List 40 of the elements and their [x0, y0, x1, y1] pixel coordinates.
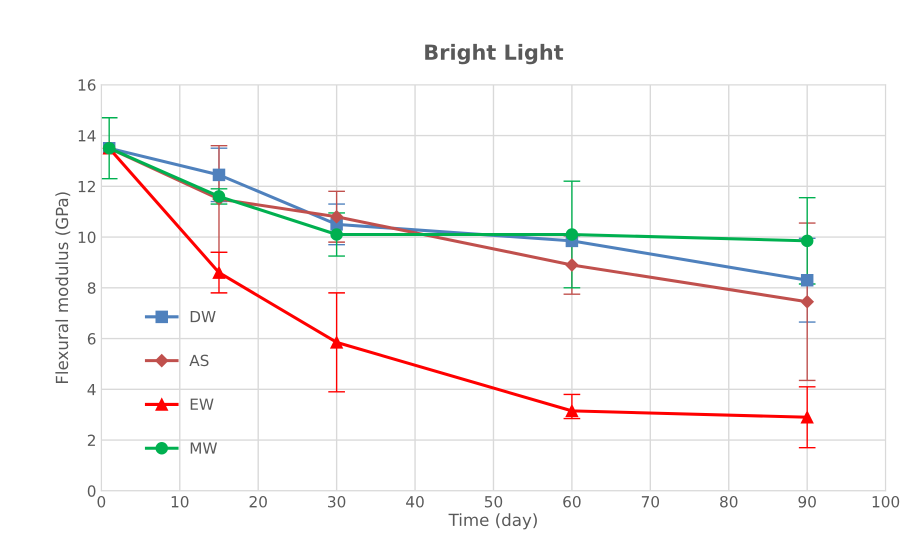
y-tick-label: 16 [78, 79, 96, 91]
y-tick-label: 8 [88, 282, 96, 294]
x-tick-label: 0 [97, 496, 106, 508]
legend-label: AS [189, 354, 209, 366]
x-tick-label: 60 [563, 496, 581, 508]
y-tick-label: 14 [78, 130, 96, 142]
point [330, 210, 344, 224]
y-tick-label: 4 [88, 384, 96, 396]
point [565, 258, 578, 272]
x-tick-label: 40 [406, 496, 424, 508]
y-tick-label: 10 [78, 232, 96, 244]
point [330, 336, 343, 349]
point [800, 274, 814, 286]
legend-label: MW [190, 442, 218, 454]
point [330, 228, 343, 241]
point [212, 190, 226, 203]
point [566, 404, 578, 418]
y-tick-label: 12 [78, 180, 95, 192]
legend-label: EW [190, 398, 214, 410]
x-tick-label: 50 [484, 496, 502, 508]
point [212, 266, 226, 279]
point [566, 228, 578, 241]
point [800, 410, 814, 424]
point [800, 234, 814, 248]
y-tick-label: 6 [88, 333, 96, 345]
point [212, 168, 226, 182]
y-axis-title: Flexural modulus (GPa) [55, 192, 70, 384]
x-tick-label: 90 [798, 496, 816, 508]
x-tick-label: 30 [328, 496, 346, 508]
x-axis-title: Time (day) [448, 513, 537, 530]
y-tick-label: 2 [88, 434, 95, 446]
x-tick-label: 80 [720, 496, 738, 508]
point [800, 295, 814, 308]
chart-title: Bright Light [425, 44, 564, 64]
x-tick-label: 10 [172, 496, 188, 508]
y-tick-label: 0 [88, 485, 96, 497]
x-tick-label: 20 [250, 496, 267, 508]
x-tick-label: 100 [872, 496, 900, 508]
x-tick-label: 70 [642, 496, 660, 508]
legend-label: DW [190, 311, 216, 322]
